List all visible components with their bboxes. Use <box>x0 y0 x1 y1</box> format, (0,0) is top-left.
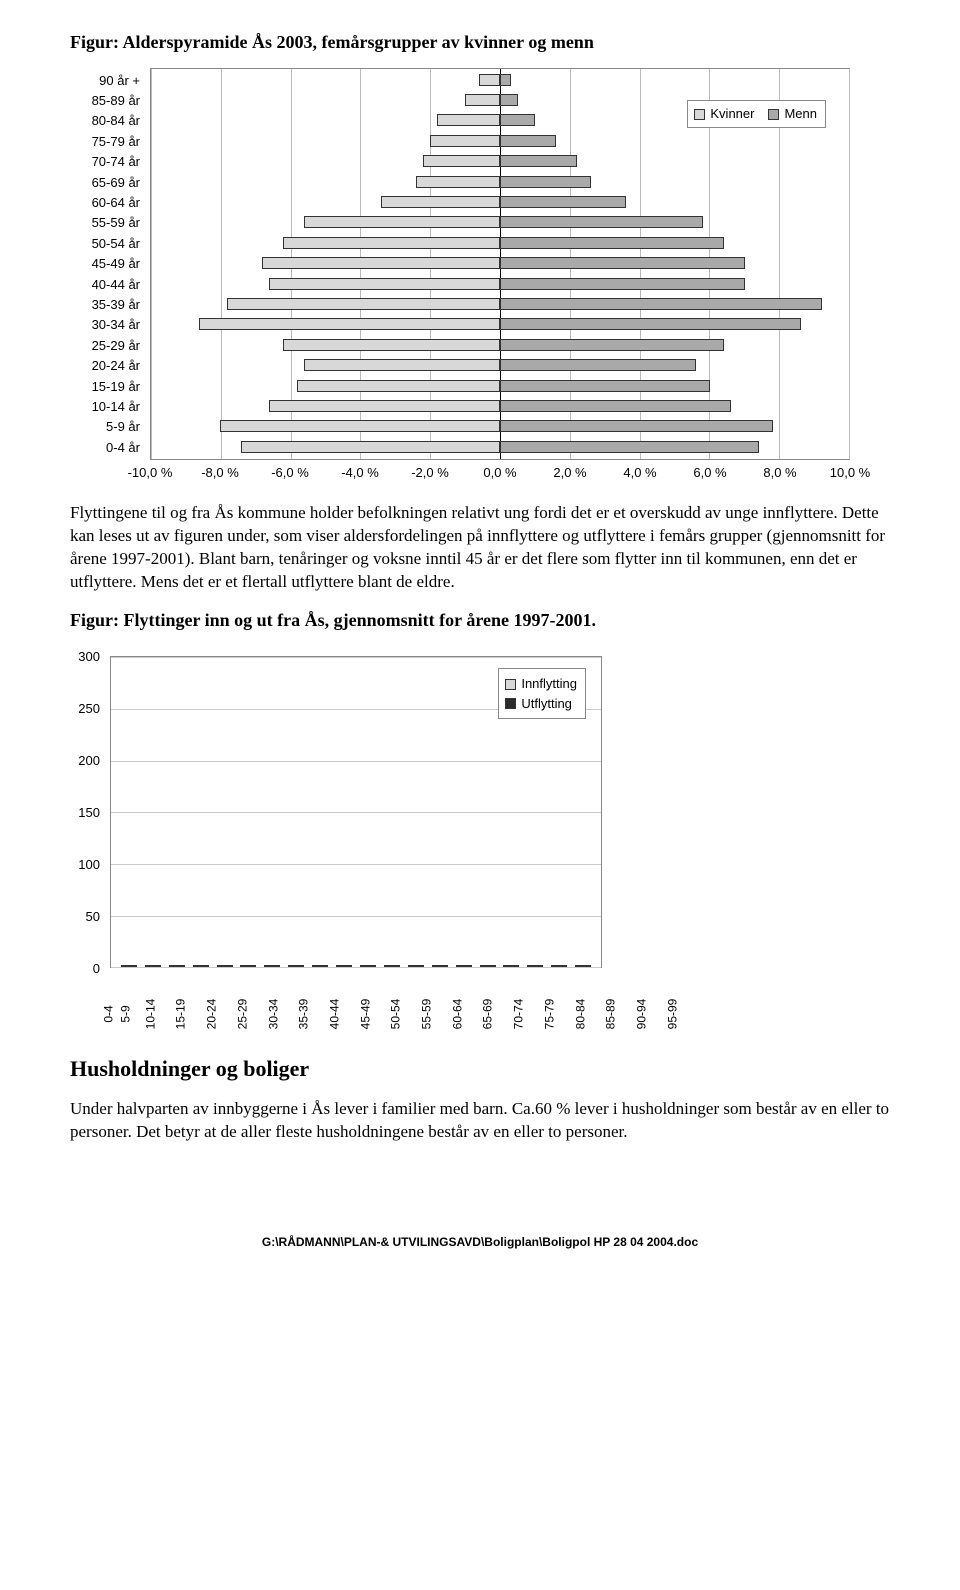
section-heading-husholdninger: Husholdninger og boliger <box>70 1054 890 1084</box>
legend-label-innflytting: Innflytting <box>521 675 577 693</box>
pyramid-title: Figur: Alderspyramide Ås 2003, femårsgru… <box>70 30 890 54</box>
legend-label-kvinner: Kvinner <box>710 105 754 123</box>
barchart-title: Figur: Flyttinger inn og ut fra Ås, gjen… <box>70 608 890 632</box>
legend-item-kvinner: Kvinner <box>694 105 754 123</box>
legend-item-utflytting: Utflytting <box>505 695 577 713</box>
legend-label-menn: Menn <box>784 105 817 123</box>
legend-swatch-kvinner <box>694 109 705 120</box>
barchart-x-axis-labels: 0-45-910-1415-1920-2425-2930-3435-3940-4… <box>110 970 602 1018</box>
pyramid-x-axis-labels: -10,0 %-8,0 %-6,0 %-4,0 %-2,0 %0,0 %2,0 … <box>150 464 850 488</box>
barchart-legend: Innflytting Utflytting <box>498 668 586 719</box>
page-footer-path: G:\RÅDMANN\PLAN-& UTVILINGSAVD\Boligplan… <box>70 1234 890 1250</box>
migration-chart: 050100150200250300 0-45-910-1415-1920-24… <box>70 648 610 1018</box>
legend-swatch-innflytting <box>505 679 516 690</box>
pyramid-y-axis-labels: 90 år +85-89 år80-84 år75-79 år70-74 år6… <box>70 68 146 460</box>
pyramid-chart: 90 år +85-89 år80-84 år75-79 år70-74 år6… <box>70 68 850 488</box>
legend-label-utflytting: Utflytting <box>521 695 572 713</box>
pyramid-legend: Kvinner Menn <box>687 100 826 128</box>
section2-paragraph: Under halvparten av innbyggerne i Ås lev… <box>70 1098 890 1144</box>
legend-item-menn: Menn <box>768 105 817 123</box>
barchart-y-axis-labels: 050100150200250300 <box>70 656 106 968</box>
legend-swatch-menn <box>768 109 779 120</box>
legend-item-innflytting: Innflytting <box>505 675 577 693</box>
legend-swatch-utflytting <box>505 698 516 709</box>
body-paragraph-1: Flyttingene til og fra Ås kommune holder… <box>70 502 890 594</box>
